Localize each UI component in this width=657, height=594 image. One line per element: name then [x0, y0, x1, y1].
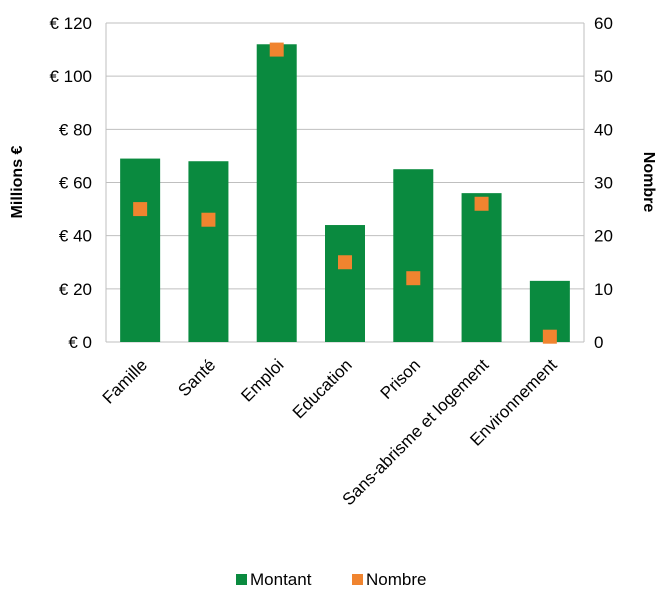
category-label: Prison: [377, 355, 425, 403]
right-tick-label: 60: [594, 14, 613, 33]
point: [406, 271, 421, 286]
right-tick-label: 40: [594, 120, 613, 139]
category-label: Emploi: [237, 355, 287, 405]
point: [542, 329, 557, 344]
legend-label-nombre: Nombre: [366, 570, 426, 589]
bar: [325, 225, 365, 342]
right-tick-label: 50: [594, 67, 613, 86]
point: [133, 202, 148, 217]
category-label: Santé: [174, 355, 219, 400]
right-axis-title: Nombre: [640, 152, 657, 213]
legend-swatch-nombre: [352, 574, 363, 585]
category-label: Famille: [99, 355, 151, 407]
left-tick-label: € 60: [59, 174, 92, 193]
point: [338, 255, 352, 270]
legend-swatch-montant: [236, 574, 247, 585]
bar-series-montant: [120, 44, 570, 343]
right-tick-label: 0: [594, 333, 603, 352]
legend-label-montant: Montant: [250, 570, 312, 589]
left-tick-label: € 100: [49, 67, 92, 86]
point: [474, 196, 489, 211]
right-tick-label: 20: [594, 227, 613, 246]
left-axis-ticks: € 0 € 20 € 40 € 60 € 80 € 100 € 120: [49, 14, 92, 352]
category-label: Education: [289, 355, 356, 422]
right-tick-label: 10: [594, 280, 613, 299]
left-tick-label: € 40: [59, 227, 92, 246]
left-tick-label: € 20: [59, 280, 92, 299]
bar: [461, 193, 502, 342]
bar: [256, 44, 297, 343]
legend: Montant Nombre: [236, 570, 426, 589]
point: [269, 42, 284, 57]
bar: [393, 169, 434, 342]
left-tick-label: € 80: [59, 120, 92, 139]
bar: [188, 161, 229, 342]
bar: [120, 158, 161, 342]
gridlines: [105, 22, 585, 343]
left-tick-label: € 0: [68, 333, 92, 352]
point: [201, 212, 216, 227]
left-axis-title: Millions €: [9, 145, 26, 218]
category-labels: Famille Santé Emploi Education PrisonSans-ab…: [99, 355, 561, 509]
right-axis-ticks: 0 10 20 30 40 50 60: [594, 14, 613, 352]
point-series-nombre: [133, 42, 557, 344]
right-tick-label: 30: [594, 174, 613, 193]
left-tick-label: € 120: [49, 14, 92, 33]
